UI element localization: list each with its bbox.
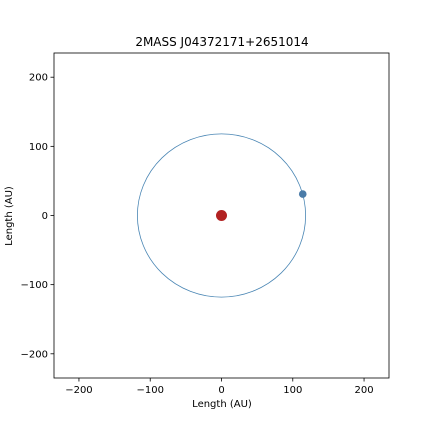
x-axis: −200 −100 0 100 200: [65, 378, 374, 396]
planet-marker: [298, 190, 307, 198]
x-tick-label: −200: [65, 385, 92, 396]
y-tick-label: 0: [42, 211, 48, 222]
y-tick-label: −200: [21, 349, 48, 360]
star-marker: [216, 210, 227, 221]
y-tick-label: 200: [29, 73, 48, 84]
y-tick-label: −100: [21, 280, 48, 291]
chart-marks: [136, 133, 307, 298]
x-tick-label: 0: [218, 385, 224, 396]
plot-area: −200 −100 0 100 200 −200 −100 0 100 200: [21, 52, 390, 396]
chart-title: 2MASS J04372171+2651014: [135, 35, 308, 49]
y-axis-title: Length (AU): [4, 186, 15, 246]
y-axis: −200 −100 0 100 200: [21, 73, 54, 360]
x-tick-label: −100: [136, 385, 163, 396]
x-tick-label: 200: [355, 385, 374, 396]
y-tick-label: 100: [29, 142, 48, 153]
x-tick-label: 100: [283, 385, 302, 396]
x-axis-title: Length (AU): [192, 399, 252, 410]
orbit-path: [136, 133, 307, 298]
